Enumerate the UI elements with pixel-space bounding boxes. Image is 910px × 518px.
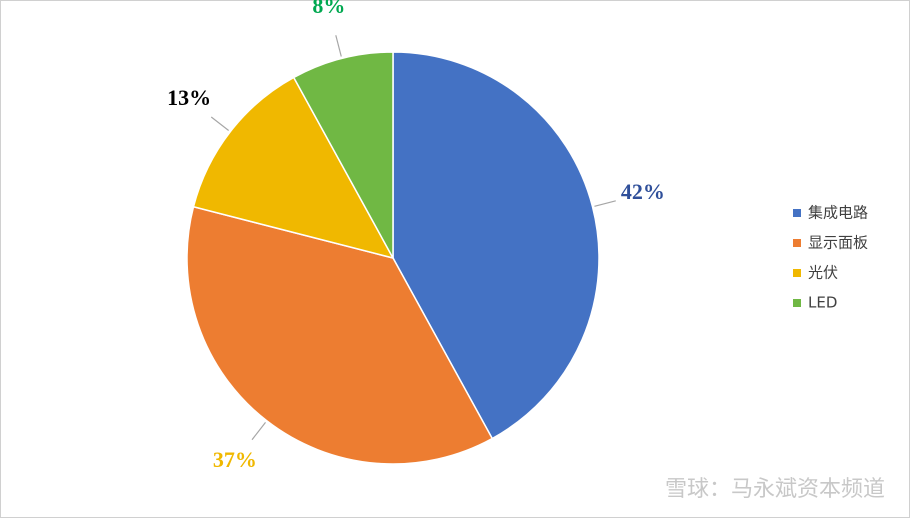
leader-line (251, 421, 266, 441)
legend-swatch (793, 209, 801, 217)
legend-label: 光伏 (808, 264, 838, 282)
pie-slice (192, 76, 395, 260)
leader-line (594, 200, 616, 207)
pie-slice (186, 205, 494, 465)
pie-slice (292, 51, 394, 259)
legend-swatch (793, 269, 801, 277)
legend-swatch (793, 299, 801, 307)
pie-slice (392, 51, 600, 440)
data-label: 37% (213, 447, 257, 472)
legend-label: 显示面板 (808, 234, 868, 252)
data-label: 8% (312, 0, 345, 18)
leader-line (335, 35, 342, 57)
leader-line (210, 116, 230, 131)
watermark: 雪球：马永斌资本频道 (665, 477, 885, 502)
legend-label: LED (808, 294, 837, 312)
legend-label: 集成电路 (808, 204, 868, 222)
data-label: 13% (167, 85, 211, 110)
legend-swatch (793, 239, 801, 247)
data-label: 42% (621, 179, 665, 204)
